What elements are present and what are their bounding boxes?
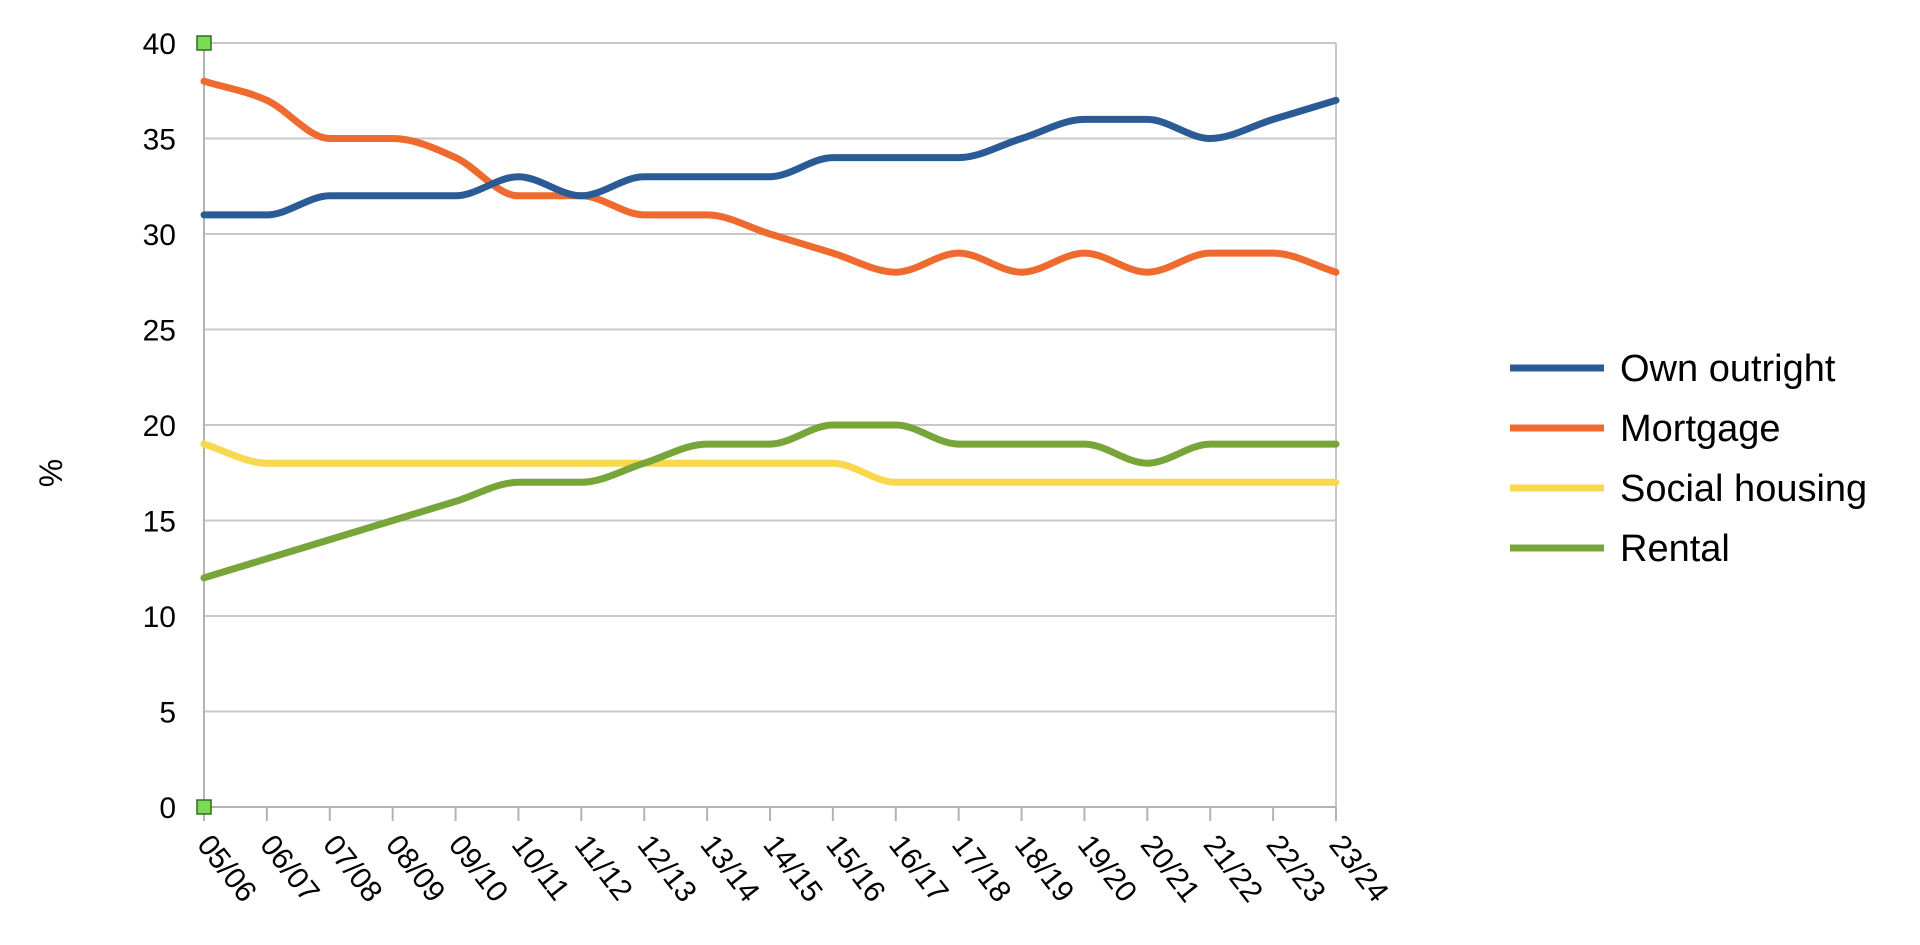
- x-tick-label: 21/22: [1197, 829, 1269, 908]
- x-tick-label: 18/19: [1008, 829, 1080, 908]
- y-tick-label: 40: [143, 28, 176, 61]
- x-tick-labels: 05/0606/0707/0808/0909/1010/1111/1212/13…: [190, 829, 1394, 908]
- y-tick-label: 35: [143, 124, 176, 157]
- legend-label-social-housing: Social housing: [1620, 468, 1867, 510]
- axis-handle-bottom[interactable]: [196, 799, 212, 815]
- legend-label-rental: Rental: [1620, 528, 1730, 570]
- y-tick-label: 20: [143, 410, 176, 443]
- x-tick-label: 19/20: [1071, 829, 1143, 908]
- series-line-mortgage: [200, 77, 1340, 276]
- x-tick-label: 23/24: [1322, 829, 1394, 908]
- x-tick-label: 13/14: [694, 829, 766, 908]
- y-tick-label: 10: [143, 601, 176, 634]
- series-lines: [200, 77, 1340, 582]
- x-tick-label: 17/18: [945, 829, 1017, 908]
- axis-selection-handles[interactable]: [196, 35, 212, 815]
- x-tick-label: 12/13: [631, 829, 703, 908]
- legend: Own outright Mortgage Social housing Rental: [1510, 348, 1867, 570]
- legend-label-own-outright: Own outright: [1620, 348, 1836, 390]
- y-tick-label: 15: [143, 506, 176, 539]
- x-tick-label: 06/07: [253, 829, 325, 908]
- axis-handle-top[interactable]: [196, 35, 212, 51]
- x-tick-label: 10/11: [505, 829, 576, 907]
- x-tick-label: 11/12: [568, 829, 639, 907]
- grid-lines: [204, 42, 1336, 808]
- x-tick-label: 09/10: [442, 829, 514, 908]
- x-tick-label: 22/23: [1260, 829, 1332, 908]
- x-tick-label: 08/09: [379, 829, 451, 908]
- x-tick-label: 14/15: [756, 829, 828, 908]
- x-tick-label: 15/16: [819, 829, 891, 908]
- x-tick-label: 05/06: [190, 829, 262, 908]
- y-tick-label: 0: [159, 792, 176, 825]
- x-tick-label: 20/21: [1134, 829, 1206, 908]
- y-tick-label: 25: [143, 315, 176, 348]
- y-axis-label: %: [33, 459, 69, 487]
- y-tick-labels: 0 5 10 15 20 25 30 35 40: [143, 28, 176, 825]
- legend-label-mortgage: Mortgage: [1620, 408, 1781, 450]
- series-line-rental: [200, 421, 1340, 582]
- x-tick-label: 16/17: [882, 829, 954, 908]
- y-tick-label: 5: [159, 697, 176, 730]
- x-tick-label: 07/08: [316, 829, 388, 908]
- series-line-social-housing: [200, 440, 1340, 486]
- axes: [203, 43, 1337, 821]
- y-tick-label: 30: [143, 219, 176, 252]
- series-line-own-outright: [200, 96, 1340, 219]
